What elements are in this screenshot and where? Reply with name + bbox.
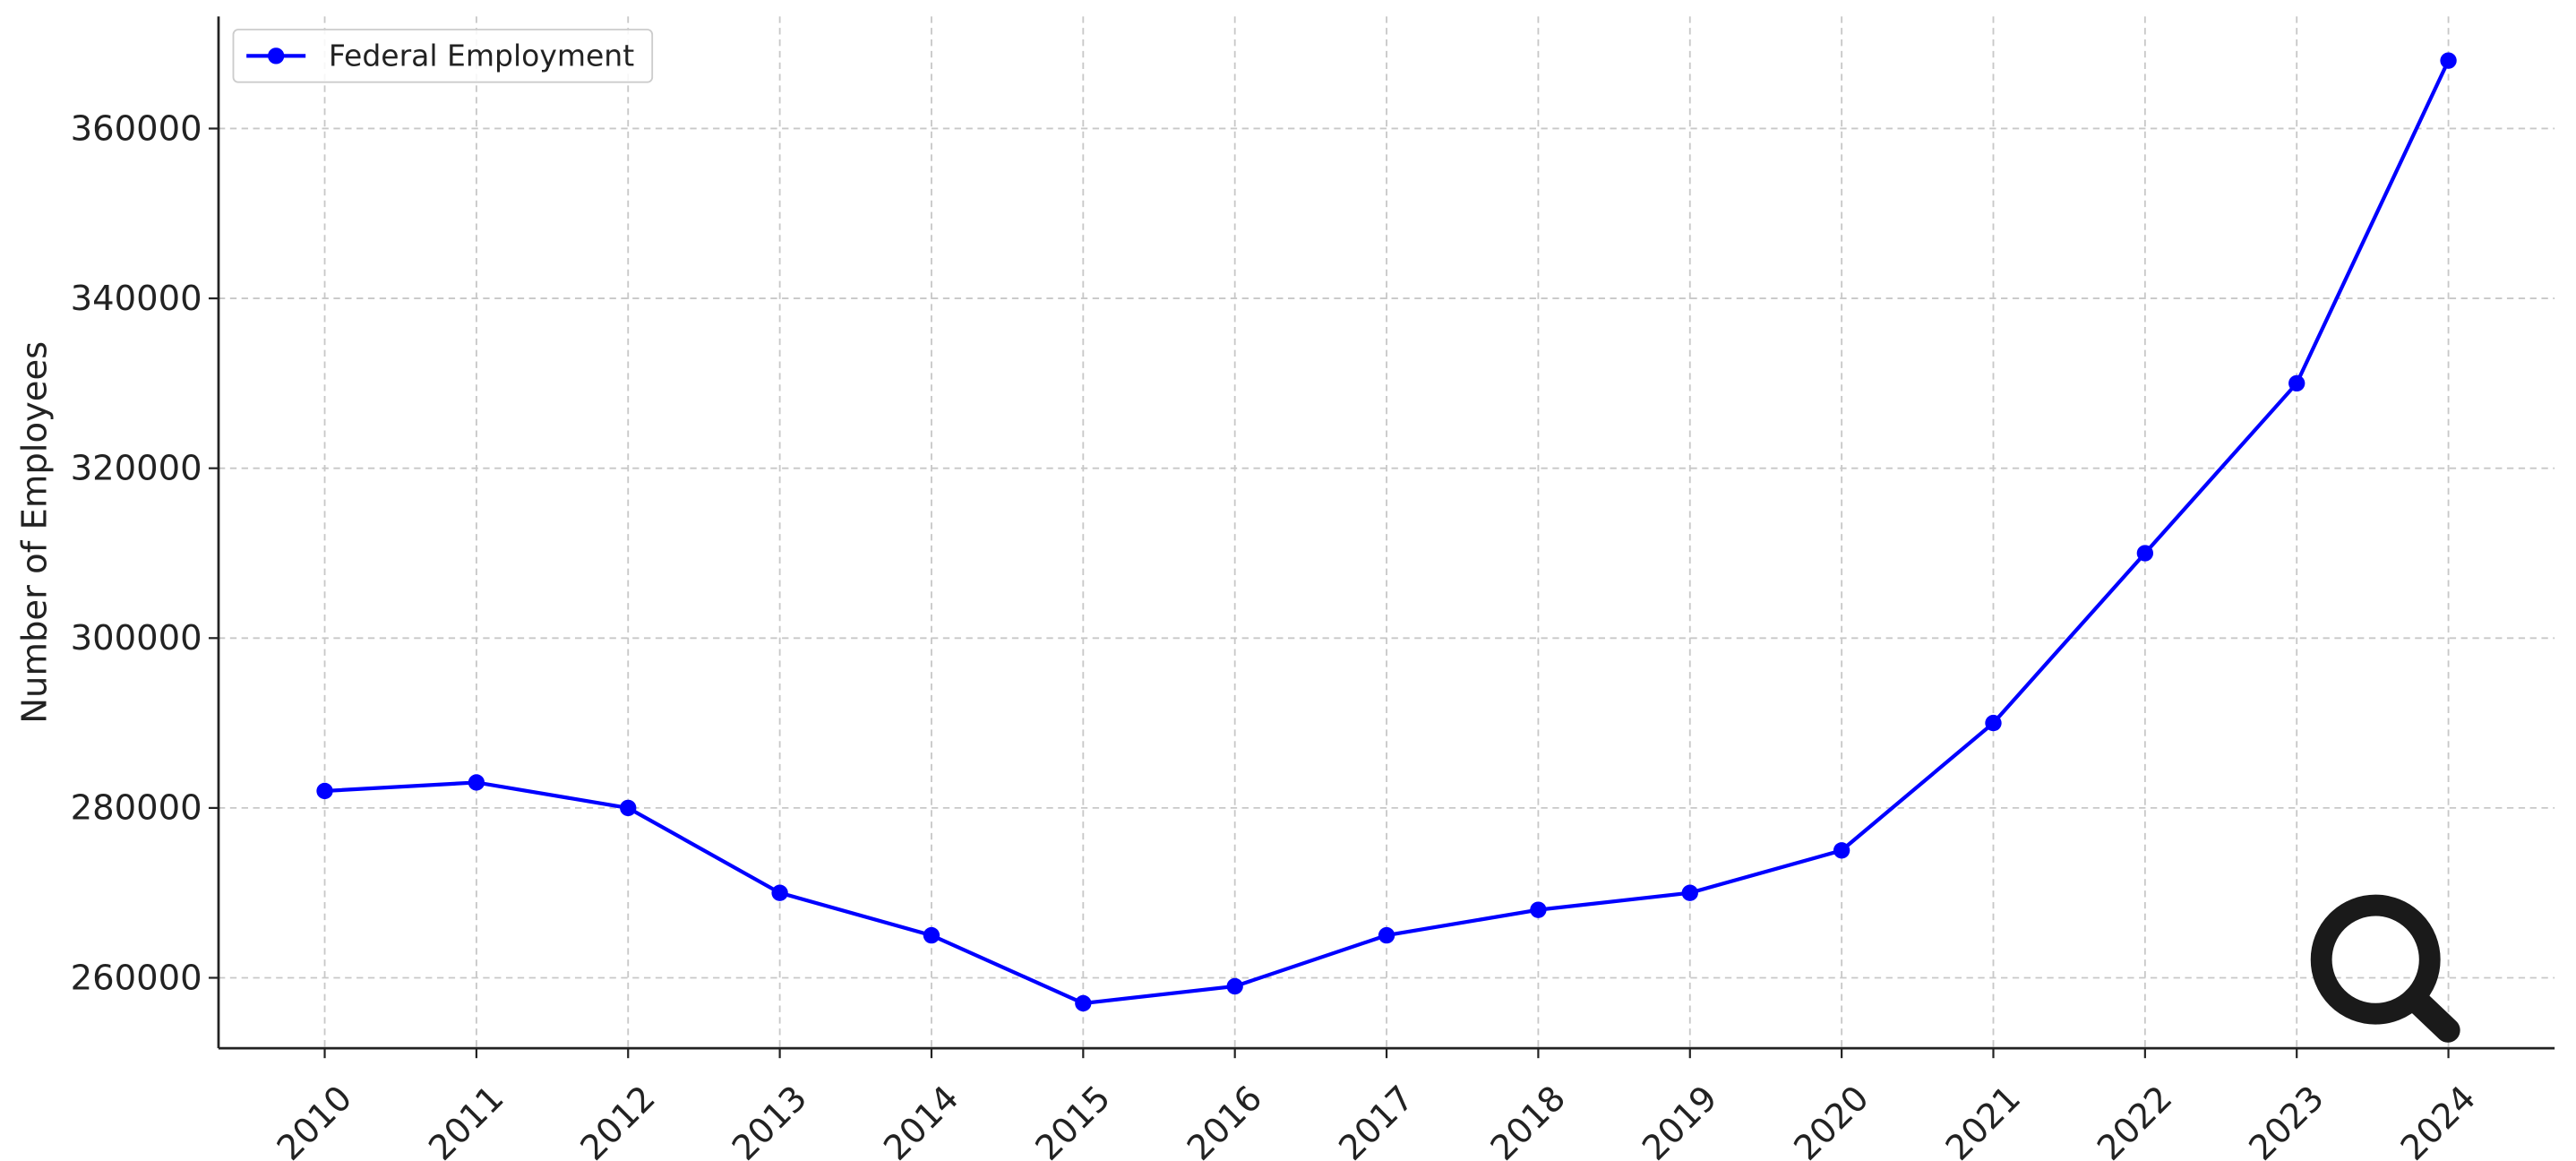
data-point xyxy=(771,884,788,901)
x-tick-label: 2021 xyxy=(1938,1078,2029,1161)
x-tick-label: 2014 xyxy=(876,1078,966,1161)
legend-marker xyxy=(268,47,285,64)
x-tick-label: 2019 xyxy=(1635,1078,1725,1161)
x-tick-label: 2022 xyxy=(2090,1078,2180,1161)
legend-label: Federal Employment xyxy=(329,38,634,73)
x-tick-label: 2023 xyxy=(2242,1078,2332,1161)
zoom-handle xyxy=(2402,986,2460,1043)
zoom-lens xyxy=(2310,894,2441,1025)
x-tick-label: 2018 xyxy=(1483,1078,1574,1161)
axes: 260000 280000 300000 320000 340000 360000 2010… xyxy=(71,16,2555,1161)
x-tick-label: 2017 xyxy=(1331,1078,1421,1161)
data-point xyxy=(468,774,485,791)
data-point xyxy=(1378,926,1395,944)
x-tick-label: 2020 xyxy=(1786,1078,1876,1161)
data-point xyxy=(1985,714,2002,732)
y-tick-label: 280000 xyxy=(71,788,202,829)
y-tick-label: 320000 xyxy=(71,449,202,489)
data-point xyxy=(1075,994,1092,1012)
x-tick-label: 2024 xyxy=(2393,1078,2484,1161)
y-axis-label: Number of Employees xyxy=(14,341,55,724)
data-point xyxy=(620,799,637,817)
x-tick-label: 2013 xyxy=(725,1078,815,1161)
x-tick-label: 2011 xyxy=(421,1078,511,1161)
x-tick-label: 2016 xyxy=(1180,1078,1270,1161)
grid xyxy=(218,16,2555,1049)
data-point xyxy=(2288,374,2306,392)
data-point xyxy=(1530,901,1547,918)
zoom-icon[interactable] xyxy=(2310,894,2460,1043)
data-point xyxy=(923,926,940,944)
y-tick-label: 260000 xyxy=(71,958,202,998)
y-tick-label: 300000 xyxy=(71,618,202,658)
data-point xyxy=(1226,977,1243,995)
data-point xyxy=(2136,545,2154,562)
legend-box xyxy=(232,29,654,83)
data-point xyxy=(2440,52,2457,69)
data-point xyxy=(1833,842,1850,859)
x-tick-label: 2012 xyxy=(573,1078,664,1161)
y-tick-label: 340000 xyxy=(71,279,202,319)
y-tick-label: 360000 xyxy=(71,108,202,149)
data-point xyxy=(316,782,333,800)
legend: Federal Employment xyxy=(232,29,654,83)
plot-area xyxy=(316,52,2457,1012)
x-tick-label: 2015 xyxy=(1028,1078,1119,1161)
x-tick-label: 2010 xyxy=(270,1078,360,1161)
data-point xyxy=(1681,884,1698,901)
